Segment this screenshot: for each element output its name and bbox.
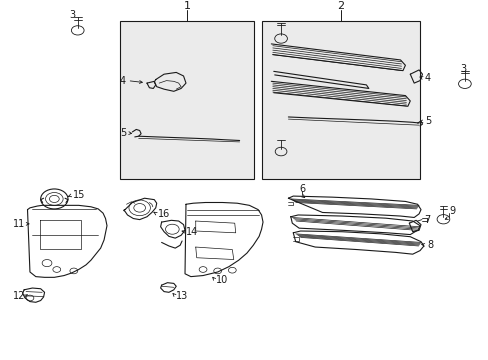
Text: 3: 3 [70, 10, 76, 21]
Text: 5: 5 [120, 128, 126, 138]
Text: 3: 3 [459, 64, 465, 74]
Text: 14: 14 [185, 227, 198, 237]
Text: 12: 12 [13, 291, 25, 301]
Text: 9: 9 [448, 206, 454, 216]
Text: 4: 4 [120, 76, 126, 86]
Text: 6: 6 [298, 184, 305, 194]
Text: 13: 13 [176, 291, 188, 301]
Bar [261, 21, 419, 179]
Text: 7: 7 [423, 215, 429, 225]
Text: 8: 8 [427, 240, 432, 250]
Bar [120, 21, 254, 179]
Text: 15: 15 [73, 190, 85, 201]
Text: 2: 2 [337, 1, 344, 12]
Text: 11: 11 [13, 219, 25, 229]
Text: 1: 1 [183, 1, 190, 12]
Text: 16: 16 [158, 209, 170, 219]
Text: 4: 4 [424, 73, 430, 84]
Text: 5: 5 [424, 116, 430, 126]
Text: 10: 10 [216, 275, 228, 285]
